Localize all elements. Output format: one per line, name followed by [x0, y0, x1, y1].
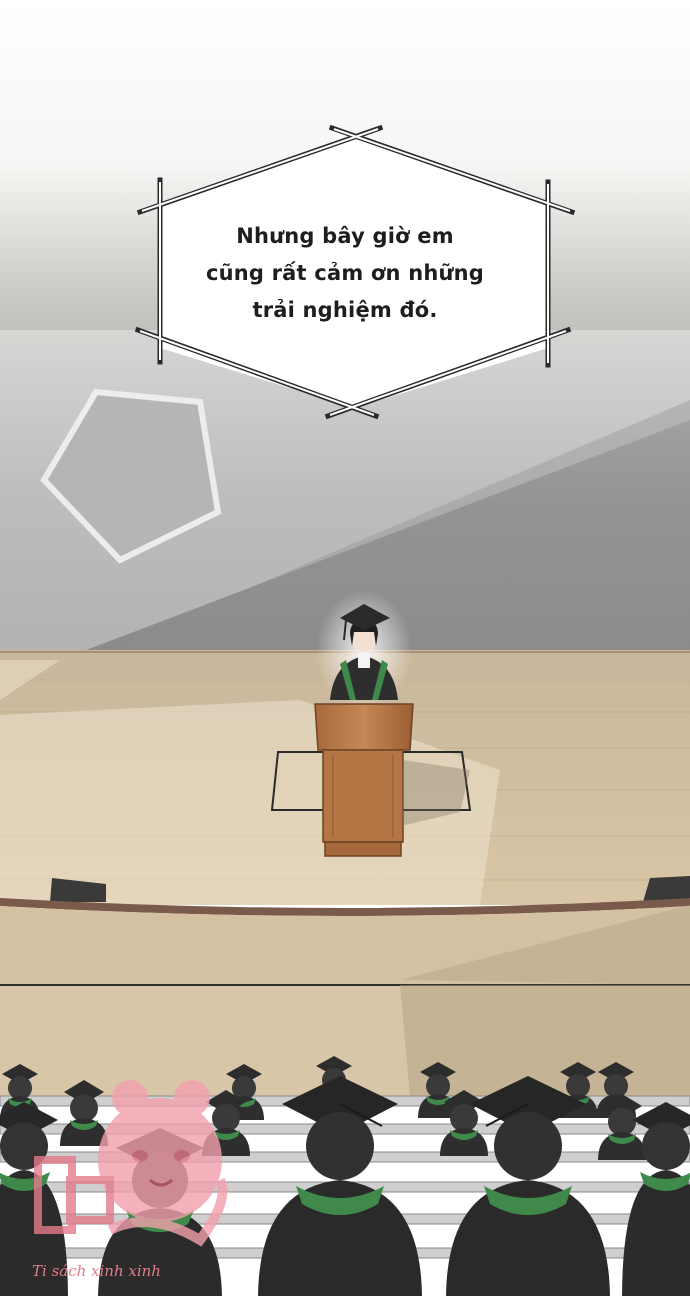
watermark-text: Ti sách xinh xinh: [32, 1262, 161, 1280]
speech-bubble: [134, 124, 576, 420]
speaker-figure: [330, 604, 398, 700]
audience-back-rows: [0, 1056, 646, 1160]
speech-bubble-text: Nhưng bây giờ em cũng rất cảm ơn những t…: [180, 218, 510, 329]
speech-line-3: trải nghiệm đó.: [252, 298, 438, 322]
speech-line-2: cũng rất cảm ơn những: [205, 261, 485, 285]
podium: [314, 703, 470, 857]
speech-line-1: Nhưng bây giờ em: [236, 224, 454, 248]
watermark-logo: [34, 1080, 228, 1247]
